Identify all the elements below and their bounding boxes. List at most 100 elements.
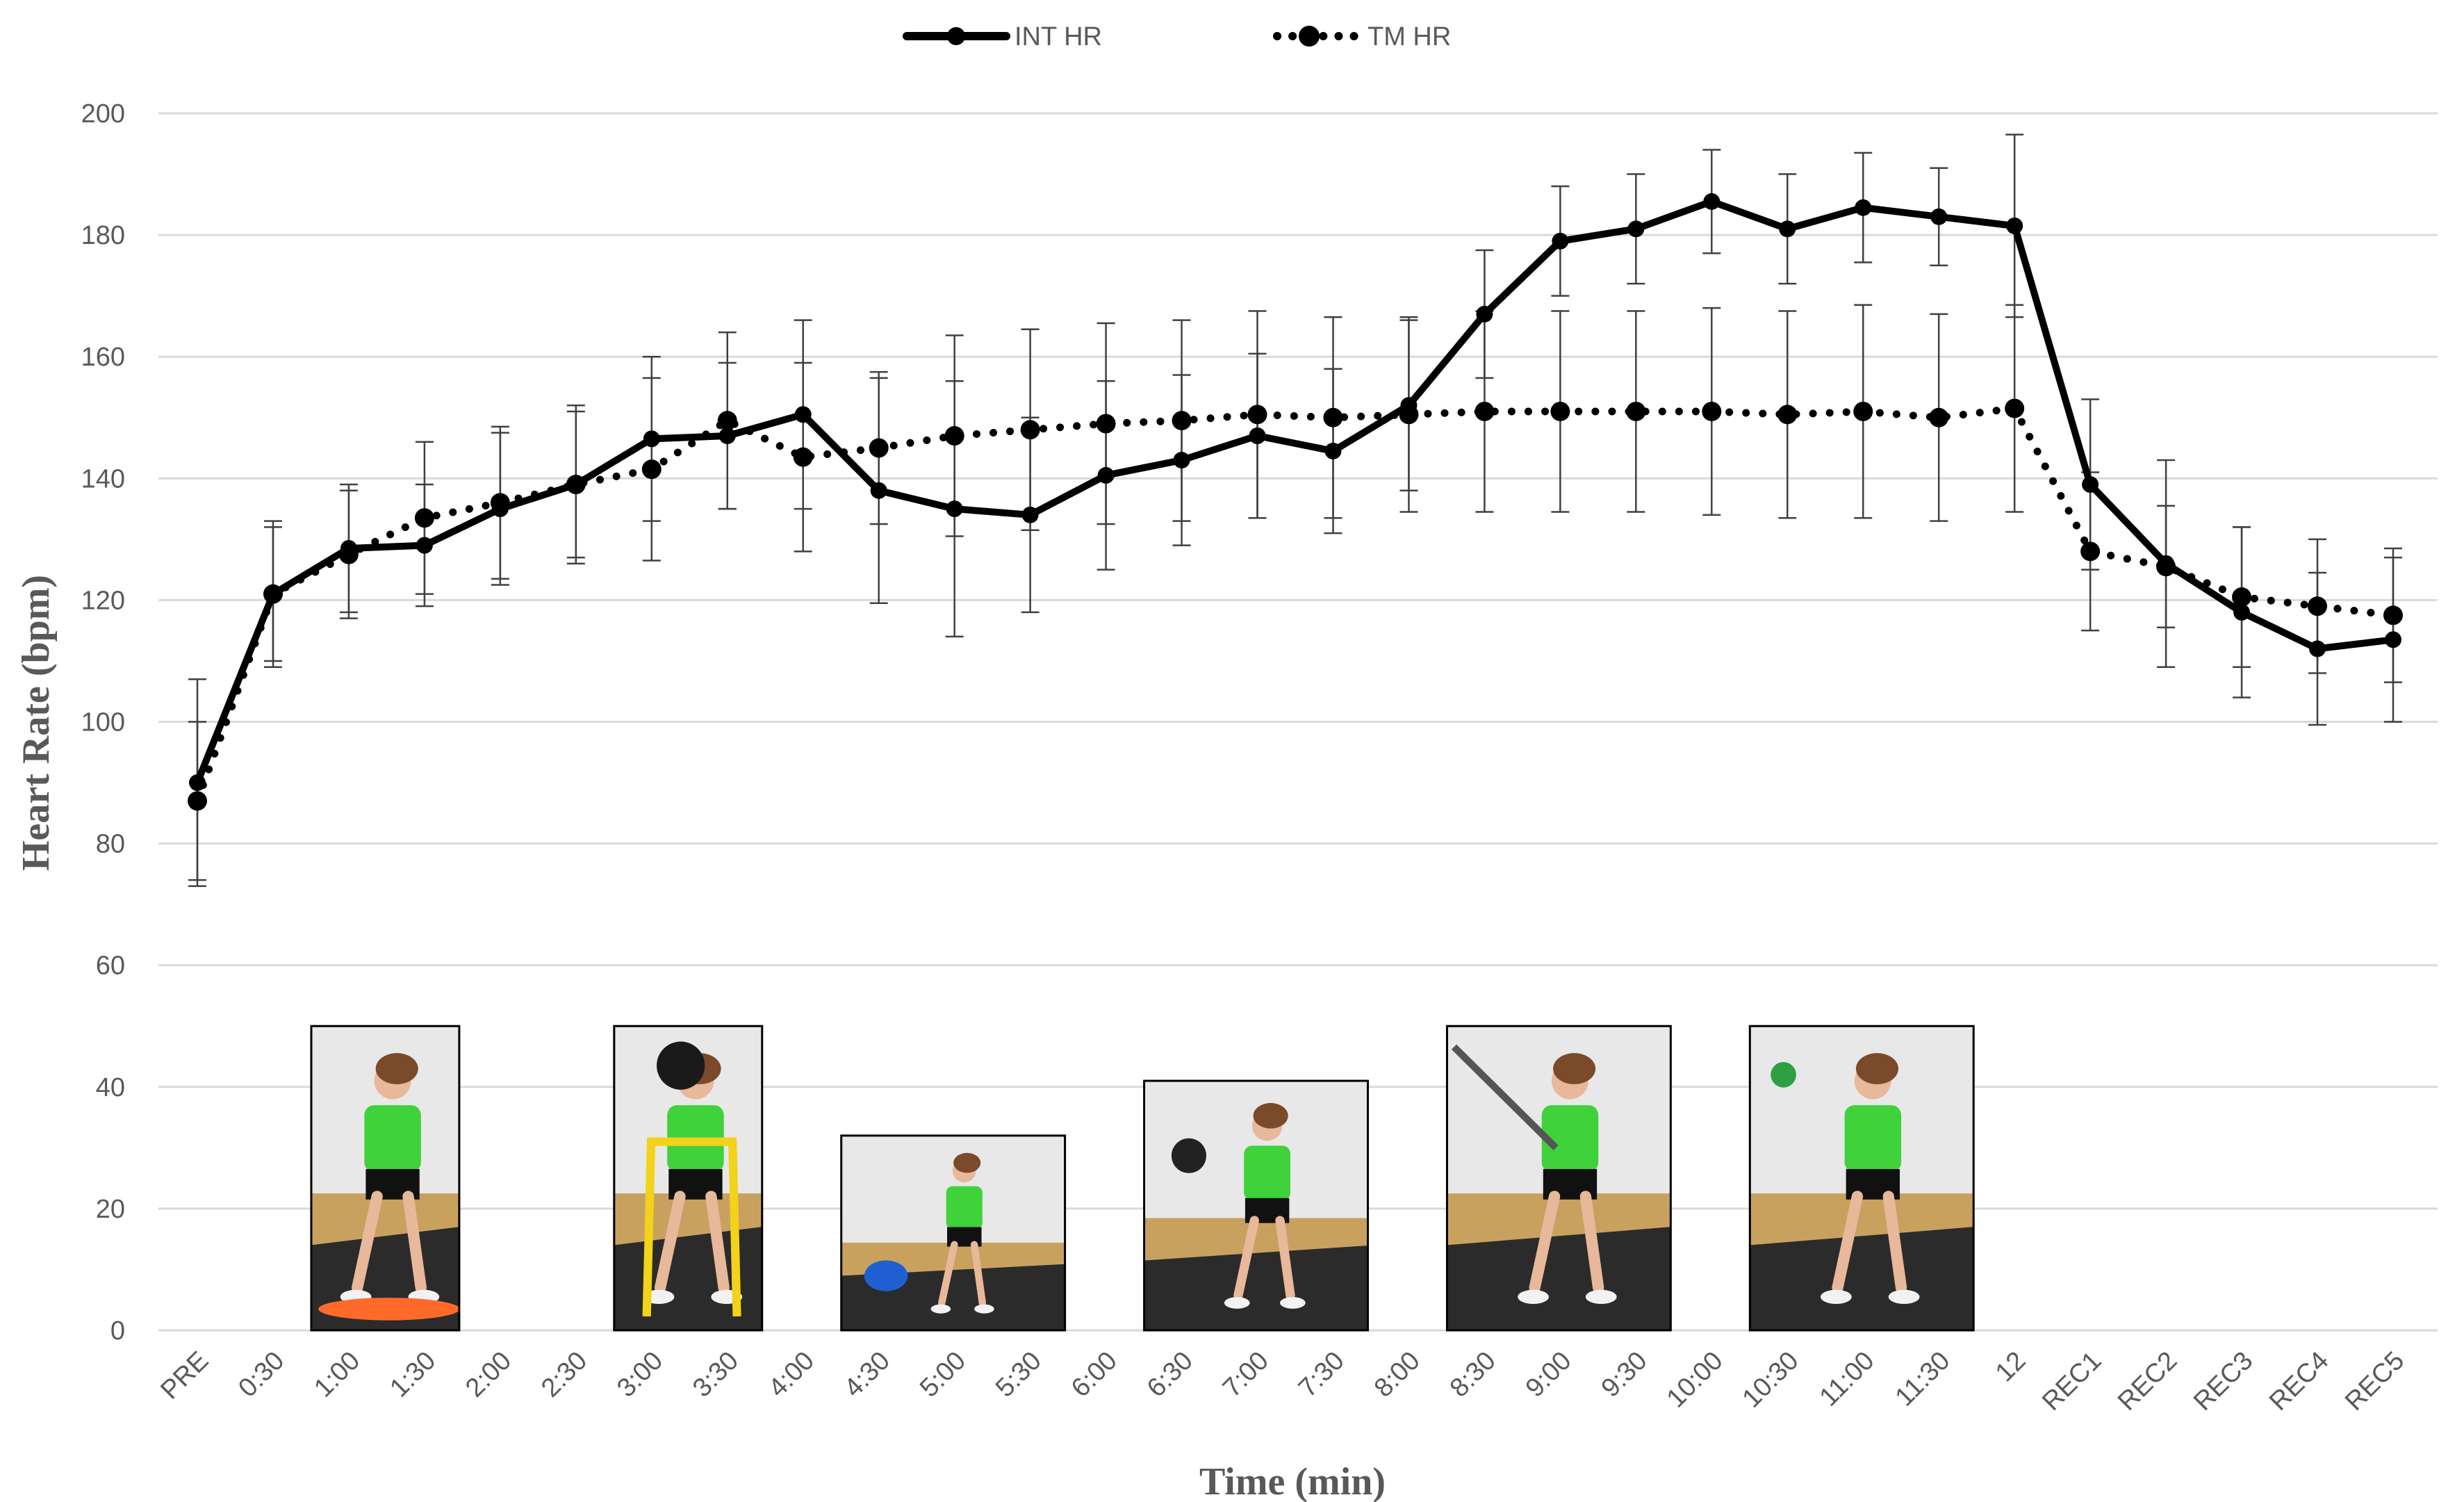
- medicine-ball-lunge-photo: [1143, 1079, 1369, 1332]
- x-tick-label: 12: [1990, 1346, 2032, 1388]
- y-tick-label: 80: [96, 830, 125, 859]
- data-point: [2080, 541, 2101, 562]
- x-tick-label: 10:30: [1737, 1346, 1805, 1414]
- x-tick-label: 9:30: [1596, 1346, 1653, 1403]
- data-point: [793, 447, 813, 467]
- x-tick-label: 5:30: [990, 1346, 1047, 1403]
- data-point: [1777, 405, 1798, 425]
- data-point: [2156, 557, 2176, 577]
- data-point: [2005, 398, 2025, 418]
- data-point: [188, 791, 207, 811]
- y-tick-label: 100: [81, 708, 125, 737]
- x-tick-label: 4:30: [839, 1346, 896, 1403]
- data-point: [1627, 220, 1645, 238]
- battle-rope-squat-photo: [1445, 1025, 1672, 1332]
- y-axis-title: Heart Rate (bpm): [15, 575, 58, 871]
- x-tick-label: REC3: [2188, 1346, 2258, 1417]
- data-point: [1249, 427, 1266, 445]
- x-tick-label: REC4: [2264, 1346, 2334, 1417]
- data-point: [718, 427, 736, 445]
- series-line-tm-hr: [193, 405, 2397, 805]
- data-point: [1399, 405, 1419, 425]
- x-tick-label: 2:30: [536, 1346, 593, 1403]
- data-point: [1020, 420, 1040, 440]
- x-tick-label: 4:00: [763, 1346, 820, 1403]
- x-tick-label: 9:00: [1520, 1346, 1577, 1403]
- data-point: [1021, 506, 1039, 523]
- data-point: [794, 406, 812, 423]
- y-tick-label: 20: [96, 1195, 125, 1224]
- data-point: [2308, 596, 2328, 617]
- data-point: [1853, 401, 1873, 421]
- data-point: [1247, 405, 1267, 425]
- legend-marker-int-hr: [947, 27, 965, 45]
- series-points: [188, 193, 2403, 811]
- data-point: [1855, 199, 1872, 216]
- data-point: [2383, 605, 2403, 626]
- x-tick-label: 1:30: [384, 1346, 441, 1403]
- exercise-photos: [310, 1025, 1975, 1332]
- x-tick-label: 2:00: [460, 1346, 517, 1403]
- legend: INT HR TM HR: [903, 22, 1451, 51]
- x-tick-label: 3:00: [611, 1346, 668, 1403]
- x-tick-label: 3:30: [687, 1346, 744, 1403]
- bosu-plank-photo: [840, 1134, 1067, 1332]
- data-point: [189, 774, 206, 792]
- data-point: [1475, 401, 1495, 421]
- data-point: [1626, 401, 1646, 421]
- y-tick-label: 120: [81, 586, 125, 615]
- x-tick-label: PRE: [155, 1346, 214, 1405]
- x-tick-label: REC2: [2112, 1346, 2183, 1417]
- x-axis-title: Time (min): [1199, 1460, 1386, 1502]
- x-tick-label: 1:00: [309, 1346, 366, 1403]
- legend-label-tm-hr: TM HR: [1367, 22, 1451, 51]
- series-lines: [193, 197, 2397, 805]
- data-point: [1476, 305, 1493, 323]
- y-tick-label: 180: [81, 221, 125, 250]
- x-tick-label: 6:30: [1142, 1346, 1199, 1403]
- data-point: [2385, 631, 2401, 648]
- data-point: [1929, 407, 1949, 427]
- data-point: [2309, 640, 2326, 658]
- data-point: [1323, 407, 1343, 427]
- y-tick-label: 40: [96, 1073, 125, 1102]
- data-point: [1703, 193, 1720, 210]
- data-point: [1173, 452, 1190, 469]
- data-point: [717, 411, 737, 431]
- y-tick-label: 140: [81, 464, 125, 493]
- gridlines: [158, 112, 2438, 1332]
- y-tick-label: 200: [81, 99, 125, 129]
- data-point: [1702, 401, 1722, 421]
- y-tick-label: 0: [110, 1316, 125, 1346]
- data-point: [869, 438, 889, 458]
- x-tick-label: 10:00: [1661, 1346, 1729, 1414]
- x-tick-label: 8:30: [1445, 1346, 1502, 1403]
- data-point: [2006, 217, 2023, 234]
- data-point: [1324, 442, 1342, 459]
- data-point: [944, 426, 964, 446]
- data-point: [1097, 466, 1115, 484]
- data-point: [641, 459, 662, 480]
- data-point: [416, 537, 433, 554]
- data-point: [338, 544, 359, 564]
- data-point: [2233, 603, 2251, 621]
- y-tick-label: 60: [96, 952, 125, 981]
- x-tick-label: 5:00: [914, 1346, 971, 1403]
- y-axis-ticks: 0 20 40 60 80 100 120 140 160 180 200: [81, 99, 125, 1346]
- hurdle-squat-ball-photo: [613, 1025, 764, 1332]
- data-point: [1779, 220, 1796, 238]
- x-tick-label: 0:30: [233, 1346, 290, 1403]
- data-point: [870, 482, 887, 499]
- ball-slam-squat-photo: [1748, 1025, 1975, 1332]
- data-point: [490, 493, 510, 513]
- data-point: [1930, 208, 1948, 225]
- data-point: [1172, 411, 1192, 431]
- data-point: [946, 500, 963, 518]
- x-tick-label: REC5: [2340, 1346, 2410, 1417]
- data-point: [414, 508, 434, 528]
- data-point: [643, 430, 660, 448]
- x-tick-label: 7:00: [1217, 1346, 1274, 1403]
- y-tick-label: 160: [81, 343, 125, 372]
- series-line-int-hr: [194, 197, 2397, 786]
